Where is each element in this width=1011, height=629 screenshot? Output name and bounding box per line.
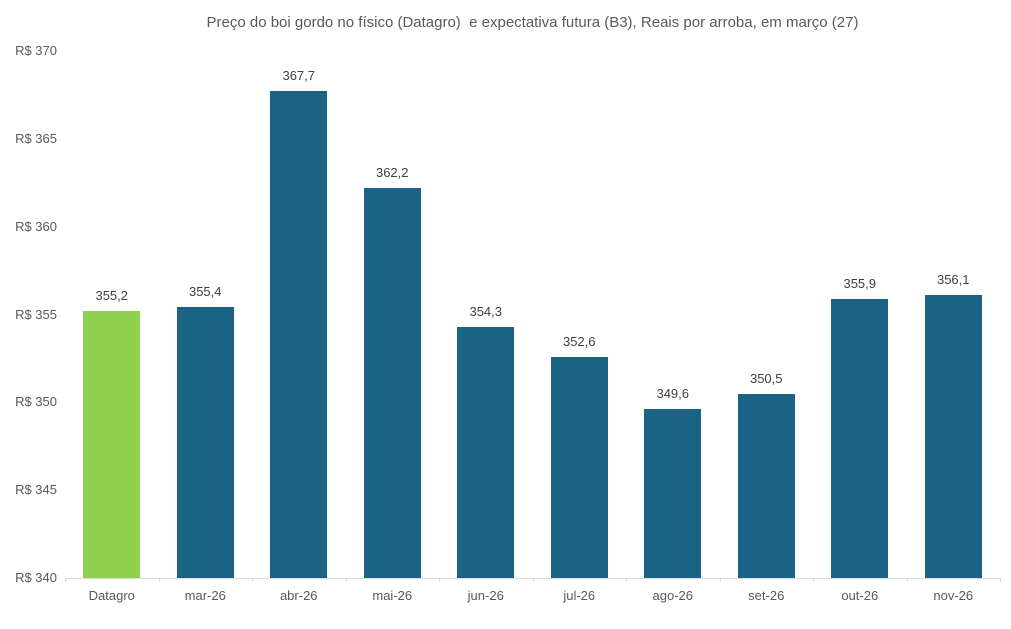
x-axis-tick — [1000, 578, 1001, 582]
x-axis-label: nov-26 — [933, 588, 974, 603]
x-axis-tick — [532, 578, 534, 582]
bar-value-label: 367,7 — [282, 68, 316, 84]
y-axis-label: R$ 355 — [15, 306, 57, 322]
y-axis-label: R$ 370 — [15, 43, 57, 58]
bar-abr-26 — [270, 91, 328, 578]
x-axis-tick — [813, 578, 814, 582]
y-axis-label: R$ 340 — [15, 570, 57, 585]
x-axis-tick — [65, 578, 66, 582]
x-axis-tick — [906, 578, 908, 582]
bar-value-label: 362,2 — [375, 165, 409, 181]
bar-mai-26 — [363, 188, 421, 578]
x-axis-label: jul-26 — [563, 588, 596, 603]
bar-value-label: 355,9 — [843, 275, 877, 291]
bar-value-label: 350,5 — [749, 370, 783, 386]
x-axis-tick — [345, 578, 347, 582]
y-axis-label: R$ 345 — [15, 482, 57, 498]
bar-ago-26 — [644, 409, 702, 578]
x-axis-label: out-26 — [841, 588, 879, 603]
bar-out-26 — [831, 298, 889, 578]
bar-mar-26 — [176, 307, 234, 578]
x-axis-label: Datagro — [88, 588, 135, 603]
y-axis-label: R$ 360 — [15, 218, 57, 234]
y-axis-label: R$ 350 — [15, 394, 57, 410]
x-axis-label: abr-26 — [279, 588, 318, 603]
x-axis-tick — [252, 578, 253, 582]
bar-value-label: 349,6 — [656, 386, 690, 402]
x-axis-label: ago-26 — [652, 588, 693, 603]
x-axis-label: set-26 — [748, 588, 785, 603]
x-axis-label: mai-26 — [372, 588, 413, 603]
bar-jun-26 — [457, 326, 515, 578]
bar-value-label: 356,1 — [936, 272, 970, 288]
plot-area — [65, 51, 1000, 579]
bar-Datagro — [83, 311, 141, 578]
bar-set-26 — [737, 393, 795, 578]
x-axis-tick — [439, 578, 440, 582]
x-axis-tick — [719, 578, 721, 582]
x-axis-tick — [626, 578, 627, 582]
chart-title: Preço do boi gordo no físico (Datagro) e… — [206, 14, 859, 31]
y-axis-label: R$ 365 — [15, 130, 57, 146]
bar-value-label: 355,4 — [188, 284, 222, 300]
bar-value-label: 355,2 — [95, 287, 129, 303]
bar-value-label: 354,3 — [469, 303, 503, 319]
bar-value-label: 352,6 — [562, 333, 596, 349]
x-axis-tick — [158, 578, 160, 582]
x-axis-label: mar-26 — [184, 588, 226, 603]
x-axis-label: jun-26 — [467, 588, 504, 603]
bar-jul-26 — [550, 356, 608, 578]
bar-nov-26 — [924, 295, 982, 578]
